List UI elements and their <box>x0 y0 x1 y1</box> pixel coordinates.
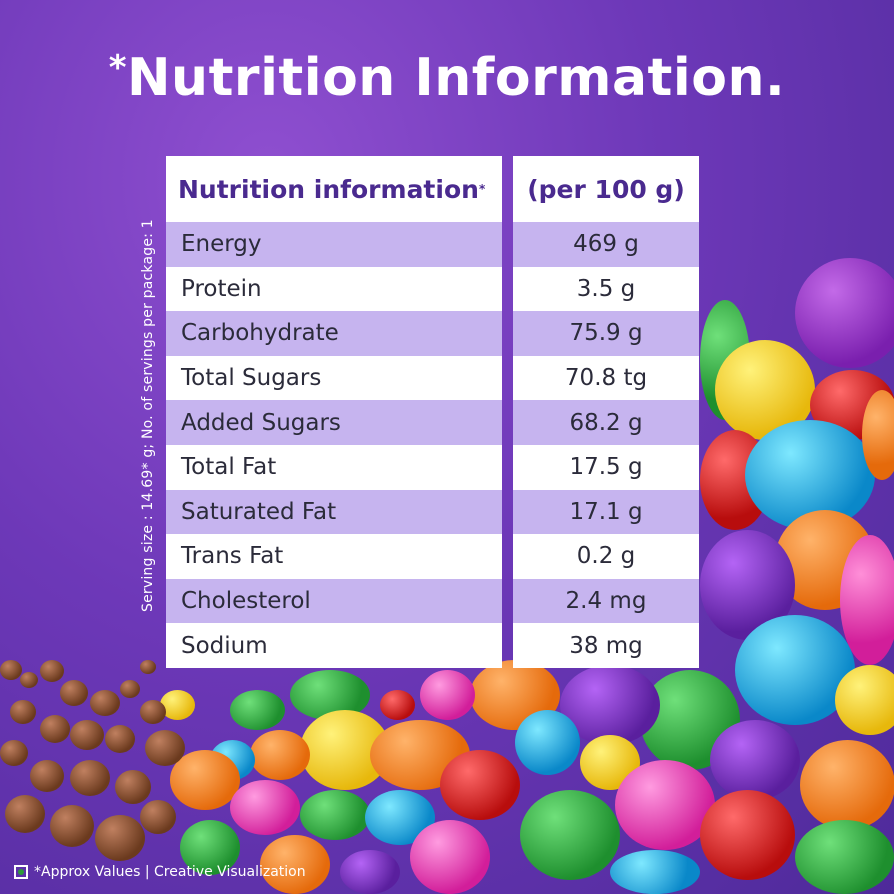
nutrient-row: Energy <box>166 222 502 267</box>
nutrient-label: Total Fat <box>181 454 277 481</box>
nutrient-row: Trans Fat <box>166 534 502 579</box>
title-text: Nutrition Information. <box>127 48 786 108</box>
nutrient-row: Added Sugars <box>166 400 502 445</box>
value-row: 2.4 mg <box>513 578 699 624</box>
nutrient-label: Total Sugars <box>181 365 322 392</box>
nutrient-label: Trans Fat <box>181 543 284 570</box>
nutrient-value: 70.8 tg <box>564 365 648 392</box>
value-row: 70.8 tg <box>513 356 699 401</box>
value-row: 68.2 g <box>513 400 699 445</box>
nutrient-value: 2.4 mg <box>565 588 647 615</box>
nutrient-label: Energy <box>181 231 262 258</box>
nutrient-value: 469 g <box>573 231 639 258</box>
title-asterisk: * <box>108 48 128 88</box>
value-row: 469 g <box>513 222 699 267</box>
nutrient-row: Total Sugars <box>166 356 502 401</box>
per-100g-header: (per 100 g) <box>513 156 699 222</box>
nutrition-header-mark: * <box>478 182 486 196</box>
value-row: 17.5 g <box>513 445 699 490</box>
page-title: *Nutrition Information. <box>0 48 894 108</box>
value-row: 75.9 g <box>513 311 699 356</box>
nutrient-label: Saturated Fat <box>181 498 337 525</box>
nutrient-row: Protein <box>166 267 502 312</box>
serving-size-note: Serving size : 14.69* g; No. of servings… <box>140 219 156 612</box>
nutrition-header: Nutrition information * <box>166 156 502 222</box>
value-row: 3.5 g <box>513 267 699 312</box>
nutrient-value: 38 mg <box>569 632 643 659</box>
nutrient-row: Saturated Fat <box>166 489 502 535</box>
nutrient-value: 0.2 g <box>576 543 636 570</box>
nutrient-label: Cholesterol <box>181 588 311 615</box>
nutrient-label: Carbohydrate <box>181 320 339 347</box>
nutrient-label: Protein <box>181 275 262 302</box>
nutrient-row: Cholesterol <box>166 578 502 624</box>
nutrient-value: 17.5 g <box>569 454 643 481</box>
per-100g-header-label: (per 100 g) <box>527 174 685 204</box>
nutrient-value: 3.5 g <box>576 275 636 302</box>
value-row: 38 mg <box>513 623 699 668</box>
nutrient-value: 17.1 g <box>569 498 643 525</box>
veg-mark-icon <box>14 865 28 879</box>
nutrient-label: Added Sugars <box>181 409 341 436</box>
nutrient-value: 75.9 g <box>569 320 643 347</box>
nutrient-value-column: (per 100 g) 469 g 3.5 g 75.9 g 70.8 tg 6… <box>513 156 699 668</box>
footer-note: *Approx Values | Creative Visualization <box>14 864 306 880</box>
nutrient-row: Sodium <box>166 623 502 668</box>
footer-text: *Approx Values | Creative Visualization <box>34 864 306 880</box>
nutrient-row: Carbohydrate <box>166 311 502 356</box>
nutrient-value: 68.2 g <box>569 409 643 436</box>
nutrient-label-column: Nutrition information * Energy Protein Ca… <box>166 156 502 668</box>
nutrient-label: Sodium <box>181 632 268 659</box>
value-row: 0.2 g <box>513 534 699 579</box>
nutrition-header-label: Nutrition information <box>178 174 479 204</box>
nutrient-row: Total Fat <box>166 445 502 490</box>
value-row: 17.1 g <box>513 489 699 535</box>
